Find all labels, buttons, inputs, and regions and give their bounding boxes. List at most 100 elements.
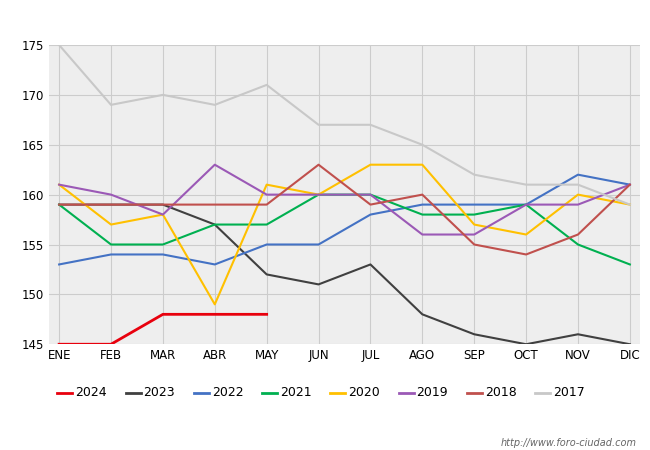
2023 xyxy=(107,202,115,207)
2020 xyxy=(263,182,270,187)
2017 xyxy=(263,82,270,88)
2023 xyxy=(367,262,374,267)
2022 xyxy=(574,172,582,177)
2017 xyxy=(626,202,634,207)
2021 xyxy=(471,212,478,217)
2023 xyxy=(55,202,63,207)
2018 xyxy=(159,202,167,207)
Text: 2020: 2020 xyxy=(348,386,380,399)
Line: 2020: 2020 xyxy=(59,165,630,304)
Text: Afiliados en Sant Feliu Sasserra a 31/5/2024: Afiliados en Sant Feliu Sasserra a 31/5/… xyxy=(118,11,532,29)
2017 xyxy=(159,92,167,98)
2020 xyxy=(574,192,582,197)
2017 xyxy=(55,42,63,48)
2018 xyxy=(626,182,634,187)
Text: 2023: 2023 xyxy=(144,386,175,399)
2019 xyxy=(471,232,478,237)
2021 xyxy=(263,222,270,227)
2023 xyxy=(522,342,530,347)
Line: 2022: 2022 xyxy=(59,175,630,265)
2020 xyxy=(522,232,530,237)
2023 xyxy=(159,202,167,207)
2021 xyxy=(419,212,426,217)
2021 xyxy=(522,202,530,207)
2023 xyxy=(626,342,634,347)
2021 xyxy=(107,242,115,247)
2021 xyxy=(211,222,218,227)
2020 xyxy=(315,192,322,197)
2018 xyxy=(522,252,530,257)
2022 xyxy=(522,202,530,207)
2019 xyxy=(55,182,63,187)
2023 xyxy=(211,222,218,227)
Line: 2018: 2018 xyxy=(59,165,630,255)
2018 xyxy=(107,202,115,207)
Line: 2019: 2019 xyxy=(59,165,630,234)
2020 xyxy=(107,222,115,227)
2022 xyxy=(626,182,634,187)
2019 xyxy=(626,182,634,187)
2019 xyxy=(263,192,270,197)
2018 xyxy=(471,242,478,247)
2024 xyxy=(263,312,270,317)
2022 xyxy=(315,242,322,247)
2020 xyxy=(471,222,478,227)
2021 xyxy=(626,262,634,267)
2022 xyxy=(367,212,374,217)
2021 xyxy=(55,202,63,207)
2020 xyxy=(159,212,167,217)
2019 xyxy=(159,212,167,217)
2022 xyxy=(263,242,270,247)
2019 xyxy=(367,192,374,197)
2017 xyxy=(107,102,115,108)
2019 xyxy=(315,192,322,197)
2018 xyxy=(211,202,218,207)
2021 xyxy=(159,242,167,247)
2024 xyxy=(159,312,167,317)
2018 xyxy=(419,192,426,197)
2020 xyxy=(55,182,63,187)
Text: 2024: 2024 xyxy=(75,386,107,399)
2020 xyxy=(419,162,426,167)
2017 xyxy=(367,122,374,127)
2020 xyxy=(211,302,218,307)
2021 xyxy=(315,192,322,197)
2019 xyxy=(522,202,530,207)
2017 xyxy=(315,122,322,127)
Text: 2022: 2022 xyxy=(212,386,243,399)
2022 xyxy=(419,202,426,207)
2022 xyxy=(211,262,218,267)
Text: 2018: 2018 xyxy=(485,386,517,399)
2022 xyxy=(107,252,115,257)
2020 xyxy=(626,202,634,207)
2018 xyxy=(263,202,270,207)
2023 xyxy=(471,332,478,337)
2020 xyxy=(367,162,374,167)
2018 xyxy=(367,202,374,207)
Line: 2024: 2024 xyxy=(59,315,266,344)
2018 xyxy=(315,162,322,167)
2024 xyxy=(55,342,63,347)
2022 xyxy=(55,262,63,267)
2023 xyxy=(574,332,582,337)
2019 xyxy=(419,232,426,237)
Text: 2017: 2017 xyxy=(553,386,585,399)
2021 xyxy=(574,242,582,247)
Text: http://www.foro-ciudad.com: http://www.foro-ciudad.com xyxy=(501,438,637,448)
2017 xyxy=(471,172,478,177)
2022 xyxy=(159,252,167,257)
Line: 2023: 2023 xyxy=(59,205,630,344)
2017 xyxy=(574,182,582,187)
2017 xyxy=(419,142,426,148)
2023 xyxy=(315,282,322,287)
2024 xyxy=(107,342,115,347)
2023 xyxy=(263,272,270,277)
Text: 2019: 2019 xyxy=(417,386,448,399)
2019 xyxy=(211,162,218,167)
2024 xyxy=(211,312,218,317)
2021 xyxy=(367,192,374,197)
Line: 2021: 2021 xyxy=(59,194,630,265)
2023 xyxy=(419,312,426,317)
Line: 2017: 2017 xyxy=(59,45,630,205)
2018 xyxy=(55,202,63,207)
